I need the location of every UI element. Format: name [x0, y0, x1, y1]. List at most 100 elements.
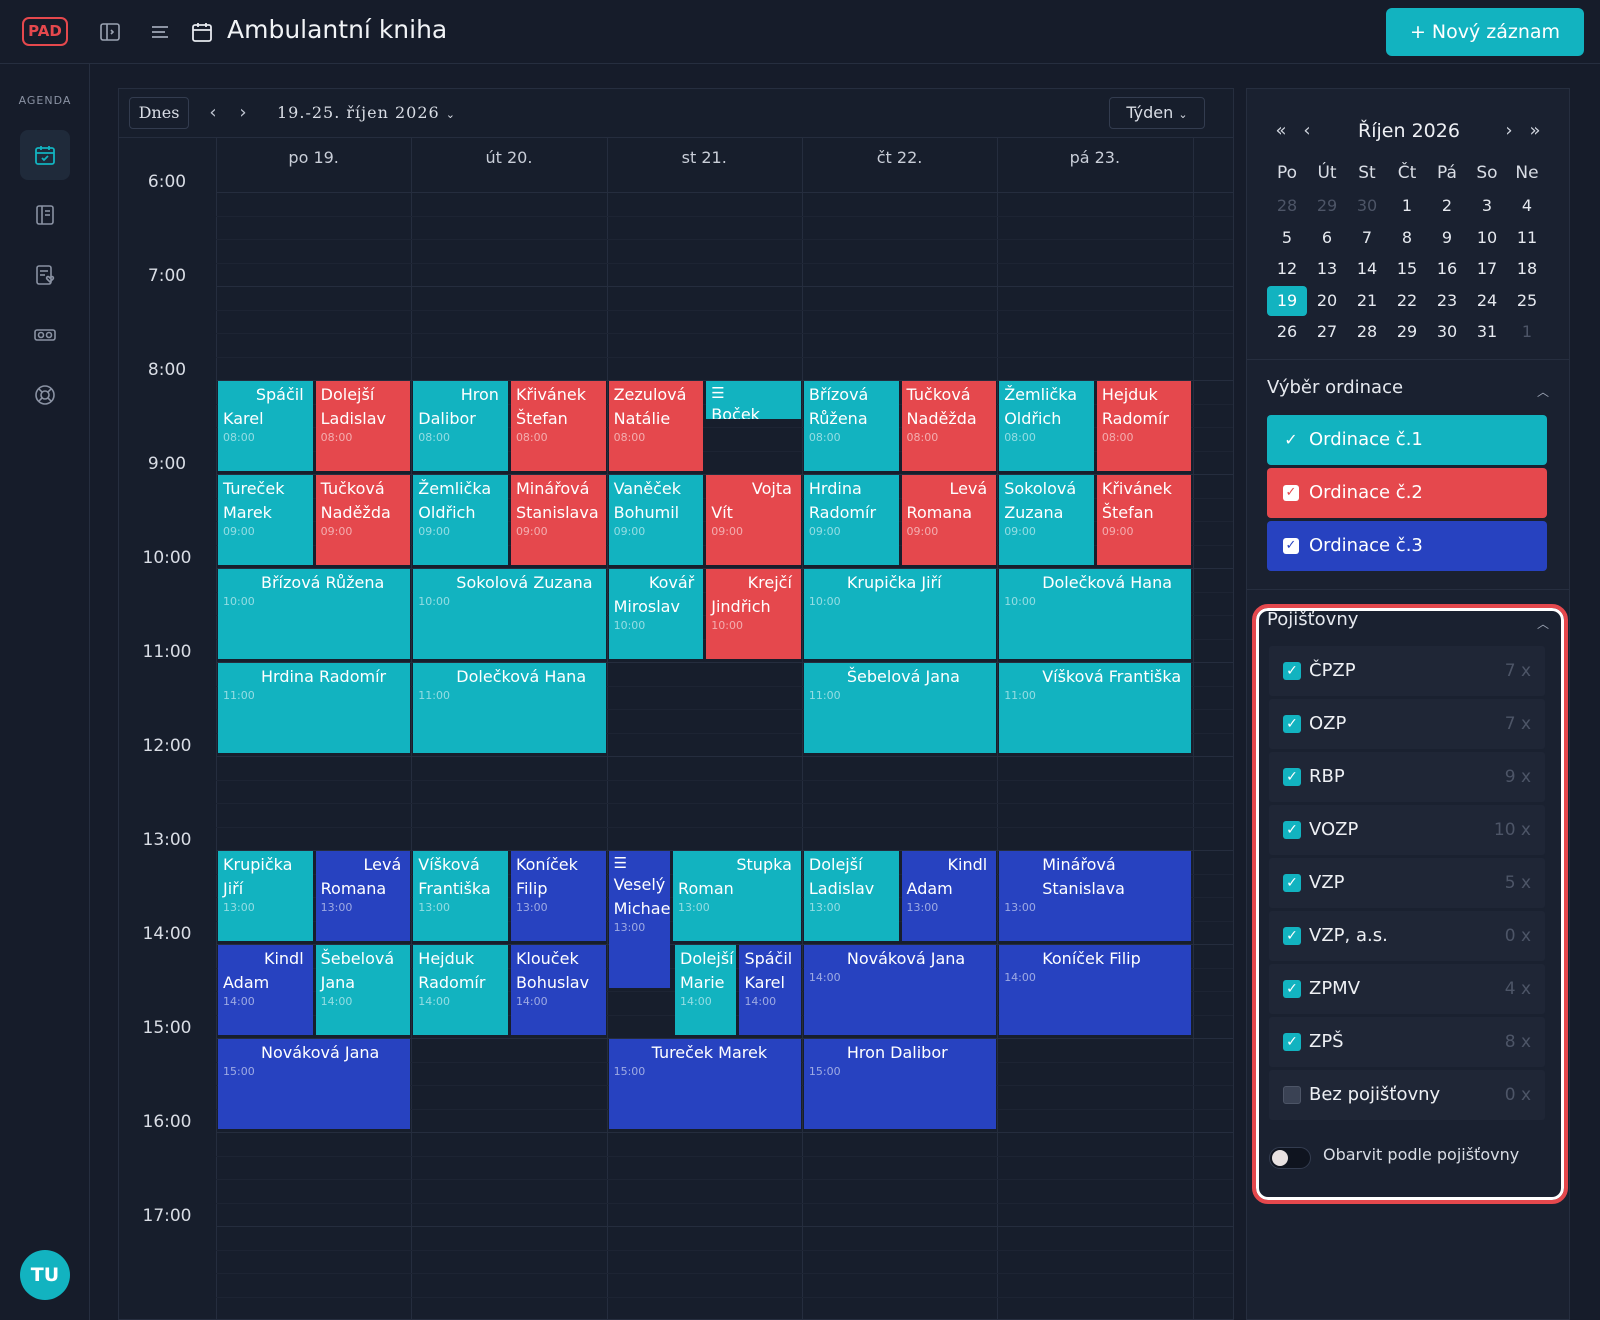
sidebar-item-help[interactable]	[20, 370, 70, 420]
calendar-event[interactable]: Šebelová Jana 11:00	[803, 663, 997, 753]
prev-year-button[interactable]: «	[1275, 120, 1287, 141]
calendar-event[interactable]: Křivánek Štefan 08:00	[510, 381, 606, 471]
checkbox-checked-icon[interactable]: ✓	[1283, 1033, 1301, 1051]
checkbox-checked-icon[interactable]: ✓	[1283, 874, 1301, 892]
calendar-event[interactable]: Koníček Filip 14:00	[999, 945, 1192, 1035]
calendar-event[interactable]: Dolečková Hana 11:00	[413, 663, 606, 753]
sidebar-toggle-icon[interactable]	[98, 20, 122, 44]
mini-calendar-day[interactable]: 6	[1321, 227, 1333, 247]
app-logo[interactable]: PAD	[22, 17, 68, 46]
next-year-button[interactable]: »	[1529, 120, 1541, 141]
view-select[interactable]: Týden ⌄	[1109, 97, 1205, 129]
calendar-event[interactable]: Tureček Marek 15:00	[608, 1039, 801, 1129]
mini-calendar-day[interactable]: 24	[1476, 290, 1498, 310]
calendar-event[interactable]: Minářová Stanislava 09:00	[510, 475, 606, 565]
calendar-event[interactable]: Žemlička Oldřich 09:00	[413, 475, 508, 565]
calendar-event[interactable]: Klouček Bohuslav 14:00	[510, 945, 606, 1035]
mini-calendar-day[interactable]: 18	[1516, 259, 1538, 278]
mini-calendar-day[interactable]: 30	[1436, 322, 1458, 341]
calendar-event[interactable]: Dolejší Marie 14:00	[675, 945, 737, 1035]
calendar-event[interactable]: Nováková Jana 15:00	[218, 1039, 411, 1129]
today-button[interactable]: Dnes	[129, 97, 189, 129]
calendar-event[interactable]: Hrdina Radomír 09:00	[803, 475, 899, 565]
checkbox-checked-icon[interactable]: ✓	[1283, 980, 1301, 998]
calendar-event[interactable]: Žemlička Oldřich 08:00	[999, 381, 1094, 471]
calendar-event[interactable]: Vaněček Bohumil 09:00	[608, 475, 704, 565]
calendar-event[interactable]: Dolečková Hana 10:00	[999, 569, 1192, 659]
mini-calendar-day[interactable]: 8	[1401, 227, 1413, 247]
mini-calendar-day[interactable]: 30	[1356, 196, 1378, 215]
calendar-event[interactable]: Sokolová Zuzana 10:00	[413, 569, 606, 659]
mini-calendar-day[interactable]: 27	[1316, 322, 1338, 341]
calendar-event[interactable]: Hejduk Radomír 08:00	[1096, 381, 1192, 471]
calendar-event[interactable]: Minářová Stanislava 13:00	[999, 851, 1192, 941]
insurance-item[interactable]: ✓ VOZP 10 x	[1269, 805, 1545, 855]
calendar-event[interactable]: Šebelová Jana 14:00	[315, 945, 411, 1035]
insurance-item[interactable]: ✓ VZP, a.s. 0 x	[1269, 911, 1545, 961]
mini-calendar-day[interactable]: 29	[1316, 196, 1338, 215]
calendar-event[interactable]: ☰BočekRudolf	[706, 381, 801, 420]
mini-calendar-day[interactable]: 3	[1481, 196, 1493, 215]
checkbox-checked-icon[interactable]: ✓	[1283, 927, 1301, 945]
mini-calendar-day[interactable]: 15	[1396, 259, 1418, 278]
calendar-event[interactable]: Levá Romana 09:00	[901, 475, 997, 565]
next-week-button[interactable]: ›	[239, 102, 247, 123]
mini-calendar-day[interactable]: 19	[1267, 285, 1307, 316]
insurance-item[interactable]: ✓ ZPMV 4 x	[1269, 964, 1545, 1014]
mini-calendar-day[interactable]: 5	[1281, 227, 1293, 247]
calendar-event[interactable]: Koníček Filip 13:00	[510, 851, 606, 941]
mini-calendar-day[interactable]: 31	[1476, 322, 1498, 341]
mini-calendar-day[interactable]: 16	[1436, 259, 1458, 278]
calendar-event[interactable]: Dolejší Ladislav 13:00	[803, 851, 899, 941]
calendar-event[interactable]: Víšková Františka 11:00	[999, 663, 1192, 753]
checkbox-checked-icon[interactable]: ✓	[1283, 821, 1301, 839]
prev-week-button[interactable]: ‹	[209, 102, 217, 123]
calendar-event[interactable]: Břízová Růžena 08:00	[803, 381, 899, 471]
mini-calendar-day[interactable]: 23	[1436, 290, 1458, 310]
color-by-insurance-toggle[interactable]	[1269, 1147, 1311, 1169]
calendar-event[interactable]: Krupička Jiří 13:00	[218, 851, 313, 941]
new-record-button[interactable]: + Nový záznam	[1386, 8, 1584, 56]
mini-calendar-day[interactable]: 26	[1276, 322, 1298, 341]
sidebar-item-documents[interactable]	[20, 250, 70, 300]
insurance-item[interactable]: ✓ ZPŠ 8 x	[1269, 1017, 1545, 1067]
ordinace-item-1[interactable]: ✓ Ordinace č.1	[1267, 415, 1547, 465]
ordinace-item-2[interactable]: ✓ Ordinace č.2	[1267, 468, 1547, 518]
mini-calendar-day[interactable]: 10	[1476, 227, 1498, 247]
calendar-event[interactable]: Dolejší Ladislav 08:00	[315, 381, 411, 471]
calendar-event[interactable]: Zezulová Natálie 08:00	[608, 381, 704, 471]
mini-calendar-day[interactable]: 4	[1521, 196, 1533, 215]
mini-calendar-day[interactable]: 28	[1276, 196, 1298, 215]
mini-calendar-day[interactable]: 13	[1316, 259, 1338, 278]
mini-calendar-day[interactable]: 29	[1396, 322, 1418, 341]
insurance-item[interactable]: ✓ VZP 5 x	[1269, 858, 1545, 908]
checkbox-checked-icon[interactable]: ✓	[1283, 662, 1301, 680]
mini-calendar-day[interactable]: 1	[1521, 322, 1533, 341]
mini-calendar-day[interactable]: 25	[1516, 290, 1538, 310]
calendar-event[interactable]: Spáčil Karel 14:00	[739, 945, 801, 1035]
calendar-event[interactable]: Břízová Růžena 10:00	[218, 569, 411, 659]
collapse-icon[interactable]: ︿	[1536, 385, 1549, 399]
mini-calendar-day[interactable]: 7	[1361, 227, 1373, 247]
calendar-event[interactable]: Vojta Vít 09:00	[706, 475, 801, 565]
date-range-select[interactable]: 19.-25. říjen 2026 ⌄	[277, 97, 456, 129]
menu-icon[interactable]	[148, 20, 172, 44]
calendar-event[interactable]: Hejduk Radomír 14:00	[413, 945, 508, 1035]
calendar-event[interactable]: Víšková Františka 13:00	[413, 851, 508, 941]
calendar-event[interactable]: Sokolová Zuzana 09:00	[999, 475, 1094, 565]
sidebar-item-book[interactable]	[20, 190, 70, 240]
mini-calendar-day[interactable]: 1	[1401, 196, 1413, 215]
user-avatar[interactable]: TU	[20, 1250, 70, 1300]
mini-calendar-day[interactable]: 11	[1516, 227, 1538, 247]
mini-calendar-day[interactable]: 12	[1276, 259, 1298, 278]
calendar-event[interactable]: Krejčí Jindřich 10:00	[706, 569, 801, 659]
sidebar-item-agenda[interactable]	[20, 130, 70, 180]
calendar-event[interactable]: Kovář Miroslav 10:00	[608, 569, 704, 659]
calendar-event[interactable]: Stupka Roman 13:00	[673, 851, 801, 941]
checkbox-empty-icon[interactable]	[1283, 1086, 1301, 1104]
ordinace-item-3[interactable]: ✓ Ordinace č.3	[1267, 521, 1547, 571]
calendar-event[interactable]: Nováková Jana 14:00	[803, 945, 997, 1035]
calendar-event[interactable]: Kindl Adam 14:00	[218, 945, 313, 1035]
calendar-event[interactable]: Tučková Naděžda 08:00	[901, 381, 997, 471]
calendar-event[interactable]: Hron Dalibor 15:00	[803, 1039, 997, 1129]
